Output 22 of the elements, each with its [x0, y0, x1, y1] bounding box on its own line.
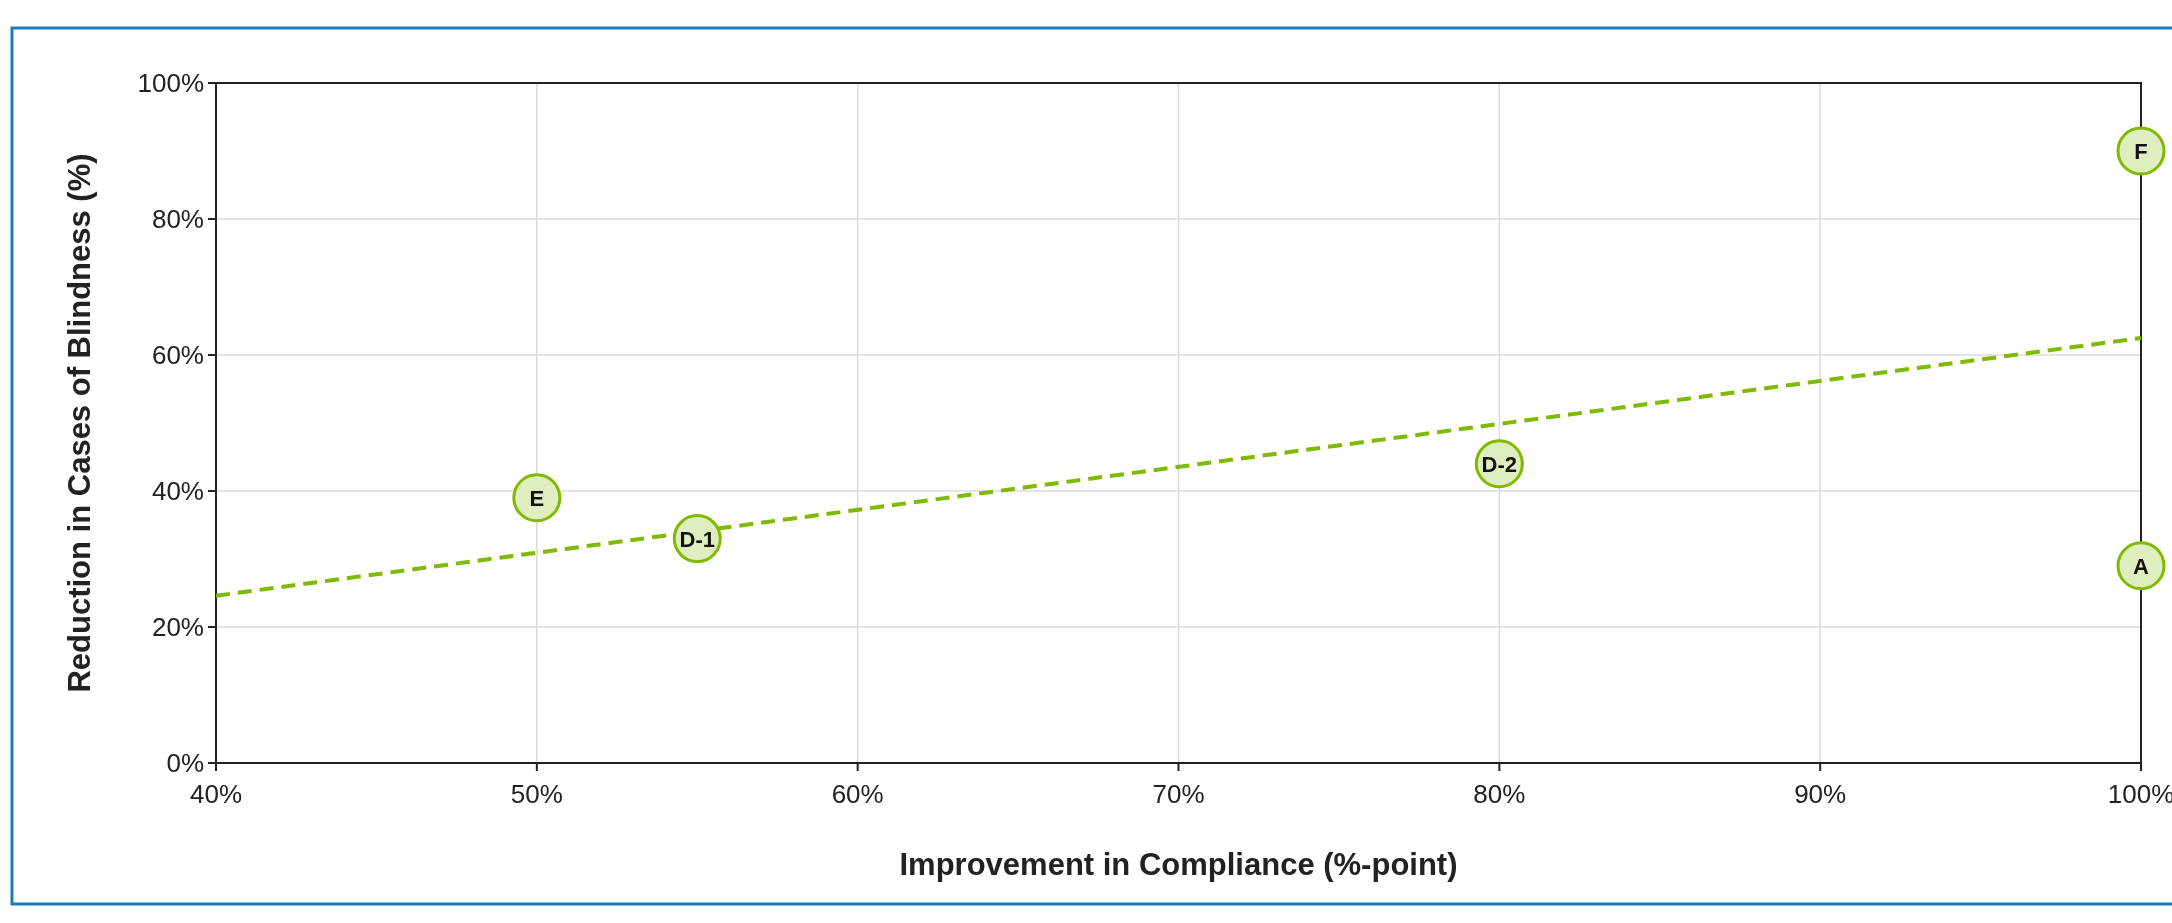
- y-tick-label: 40%: [151, 476, 204, 506]
- annotation: E: [529, 485, 545, 511]
- point: [2116, 126, 2166, 176]
- y-axis-title: Reduction in Cases of Blindness (%): [62, 153, 97, 693]
- y-tick-label: 0%: [166, 748, 204, 778]
- annotation: F: [2134, 139, 2148, 164]
- x-tick-label: 70%: [1152, 779, 1205, 809]
- point: [512, 473, 562, 523]
- y-tick-label: 60%: [151, 340, 204, 370]
- annotation: D-1: [679, 526, 715, 552]
- x-tick-label: 90%: [1794, 779, 1847, 809]
- x-tick-label: 80%: [1473, 779, 1526, 809]
- x-tick-label: 40%: [189, 779, 243, 809]
- y-tick-label: 100%: [137, 68, 204, 98]
- x-tick-label: 60%: [831, 779, 884, 809]
- annotation: A: [2133, 553, 2150, 579]
- point: [2116, 541, 2166, 591]
- x-tick-label: 50%: [510, 779, 563, 809]
- annotation: D-2: [1481, 451, 1518, 477]
- y-tick-label: 20%: [151, 612, 204, 642]
- y-tick-label: 80%: [151, 204, 204, 234]
- x-axis-title: Improvement in Compliance (%-point): [899, 847, 1458, 882]
